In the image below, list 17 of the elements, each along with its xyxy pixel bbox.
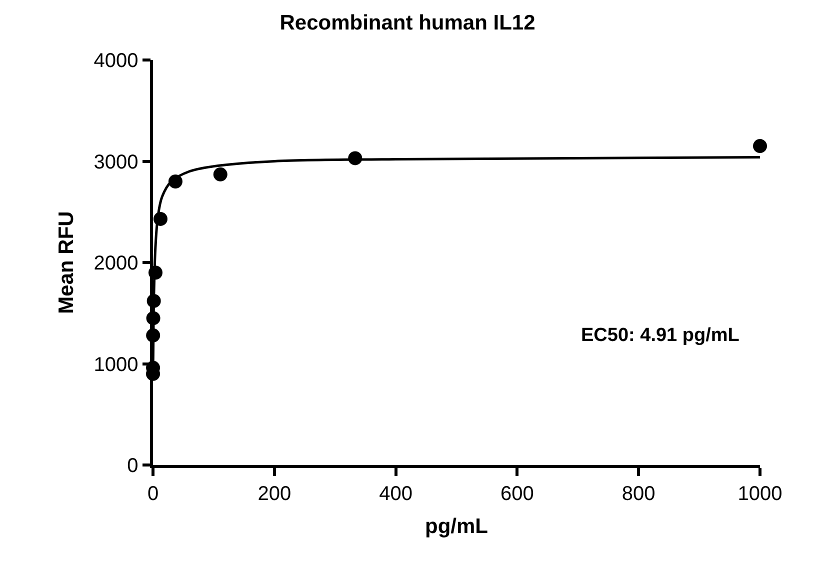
- chart-title: Recombinant human IL12: [280, 11, 536, 34]
- x-tick-label: 400: [379, 482, 412, 505]
- y-tick-label: 3000: [94, 151, 138, 174]
- y-tick-label: 0: [127, 455, 138, 477]
- point: [213, 167, 228, 182]
- x-tick-label: 200: [258, 482, 292, 505]
- annotation: EC50: 4.91 pg/mL: [581, 325, 740, 346]
- x-tick-label: 600: [500, 482, 534, 505]
- y-tick-label: 4000: [94, 50, 138, 72]
- y-tick-label: 2000: [94, 252, 138, 274]
- x-tick-label: 800: [622, 482, 656, 505]
- x-tick-label: 0: [147, 482, 159, 505]
- x-axis-title: pg/mL: [425, 514, 488, 538]
- y-axis-title: Mean RFU: [54, 211, 78, 314]
- point: [753, 139, 767, 154]
- x-tick-label: 1000: [738, 482, 782, 505]
- y-tick-label: 1000: [94, 354, 138, 376]
